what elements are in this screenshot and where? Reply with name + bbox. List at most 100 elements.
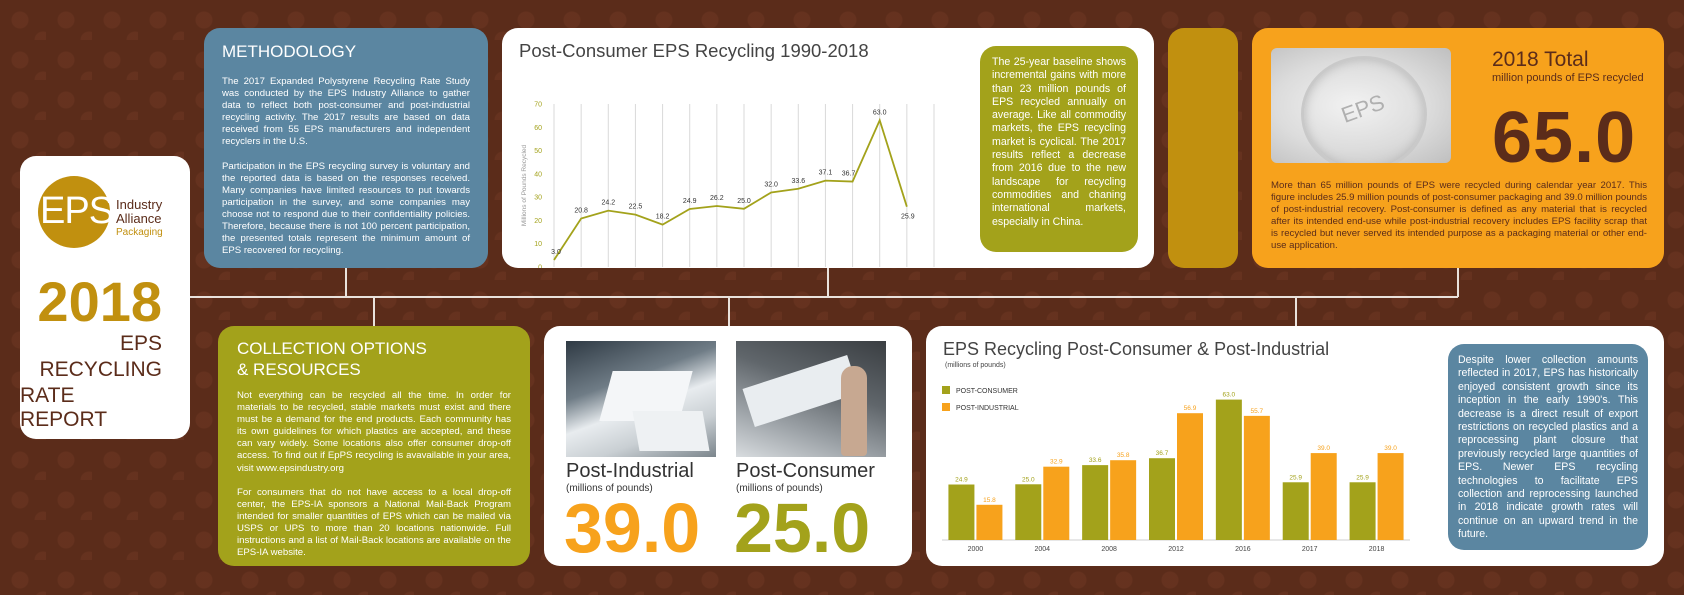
data-label: 24.9 (955, 477, 968, 484)
bar (1310, 453, 1337, 540)
connector-methodology (345, 268, 347, 297)
y-tick-label: 60 (534, 125, 542, 132)
line-chart-callout: The 25-year baseline shows incremental g… (980, 46, 1138, 252)
data-label: 24.9 (683, 198, 697, 205)
bar (976, 504, 1003, 540)
data-label: 36.7 (842, 171, 856, 178)
data-label: 37.1 (819, 170, 833, 177)
legend-swatch (942, 386, 950, 394)
post-industrial-label: Post-Industrial (566, 460, 694, 482)
data-label: 39.0 (1384, 445, 1397, 452)
data-label: 56.9 (1184, 405, 1197, 412)
collection-title-line2: & RESOURCES (237, 360, 361, 379)
connector-total (1457, 268, 1459, 297)
data-label: 25.9 (901, 214, 915, 221)
connector-linechart (827, 268, 829, 297)
line-chart-title: Post-Consumer EPS Recycling 1990-2018 (519, 40, 869, 61)
post-consumer-photo (736, 341, 886, 457)
data-label: 32.0 (764, 181, 778, 188)
line-chart: 1990199219941996199820002002200420062008… (521, 102, 935, 269)
bar-chart-panel: EPS Recycling Post-Consumer & Post-Indus… (926, 326, 1664, 566)
total-body: More than 65 million pounds of EPS were … (1271, 180, 1647, 252)
methodology-title: METHODOLOGY (222, 42, 357, 61)
bar (1243, 415, 1270, 540)
connector-main (190, 296, 1458, 298)
y-tick-label: 0 (538, 265, 542, 269)
data-label: 3.0 (551, 249, 561, 256)
legend-label: POST-INDUSTRIAL (956, 405, 1019, 412)
data-label: 36.7 (1156, 450, 1169, 457)
x-tick-label: 2018 (1369, 546, 1385, 553)
foam-block (632, 411, 710, 451)
data-label: 33.6 (1089, 457, 1102, 464)
x-tick-label: 2000 (968, 546, 984, 553)
y-axis-label: Millions of Pounds Recycled (521, 144, 528, 226)
logo-alliance: Alliance (116, 211, 162, 226)
data-label: 24.2 (601, 200, 615, 207)
x-tick-label: 2016 (1235, 546, 1251, 553)
y-tick-label: 40 (534, 171, 542, 178)
methodology-panel: METHODOLOGY The 2017 Expanded Polystyren… (204, 28, 488, 268)
data-label: 15.8 (983, 497, 996, 504)
collection-paragraph-1: Not everything can be recycled all the t… (237, 390, 511, 474)
data-label: 32.9 (1050, 459, 1063, 466)
report-year: 2018 (37, 270, 162, 333)
post-industrial-unit: (millions of pounds) (566, 483, 653, 494)
logo-packaging: Packaging (116, 227, 163, 238)
connector-collection (373, 297, 375, 326)
methodology-paragraph-1: The 2017 Expanded Polystyrene Recycling … (222, 76, 470, 148)
logo-industry: Industry (116, 197, 163, 212)
y-tick-label: 50 (534, 148, 542, 155)
post-consumer-unit: (millions of pounds) (736, 483, 823, 494)
data-label: 25.9 (1289, 474, 1302, 481)
y-tick-label: 30 (534, 195, 542, 202)
eps-stamp-image: EPS (1271, 48, 1451, 163)
bar-chart-callout: Despite lower collection amounts reflect… (1448, 344, 1648, 550)
split-panel: Post-Industrial (millions of pounds) 39.… (544, 326, 912, 566)
bar (1043, 466, 1070, 540)
bar (1377, 453, 1404, 540)
total-value: 65.0 (1492, 98, 1637, 178)
report-title-line2: RECYCLING (39, 358, 162, 381)
data-label: 35.8 (1117, 452, 1130, 459)
person-figure (841, 366, 867, 456)
data-label: 25.9 (1356, 474, 1369, 481)
legend-label: POST-CONSUMER (956, 388, 1018, 395)
total-panel: EPS 2018 Total million pounds of EPS rec… (1252, 28, 1664, 268)
bar (1015, 484, 1042, 540)
data-label: 63.0 (1223, 392, 1236, 399)
data-label: 39.0 (1317, 445, 1330, 452)
bar (948, 484, 975, 540)
y-tick-label: 20 (534, 218, 542, 225)
bar (1282, 482, 1309, 540)
data-label: 20.8 (574, 208, 588, 215)
report-title-line1: EPS (119, 332, 162, 355)
series-line (553, 117, 908, 261)
data-label: 18.2 (656, 214, 670, 221)
bar (1349, 482, 1376, 540)
collection-paragraph-2: For consumers that do not have access to… (237, 486, 511, 559)
title-card: EPS Industry Alliance Packaging 2018 EPS… (20, 156, 190, 439)
x-tick-label: 2012 (1168, 546, 1184, 553)
bar-chart: POST-CONSUMER POST-INDUSTRIAL 24.9 15.8 2000… (942, 386, 1410, 553)
x-tick-label: 2008 (1101, 546, 1117, 553)
total-title: 2018 Total (1492, 48, 1589, 71)
post-consumer-label: Post-Consumer (736, 460, 875, 482)
bar (1082, 465, 1109, 540)
line-chart-panel: Post-Consumer EPS Recycling 1990-2018 19… (502, 28, 1154, 268)
y-tick-label: 70 (534, 102, 542, 109)
x-tick-label: 2017 (1302, 546, 1318, 553)
data-label: 25.0 (737, 198, 751, 205)
collection-title-line1: COLLECTION OPTIONS (237, 339, 427, 358)
logo-circle (38, 176, 110, 248)
collection-panel: COLLECTION OPTIONS & RESOURCES Not every… (218, 326, 530, 566)
connector-split (728, 297, 730, 326)
bar (1177, 413, 1203, 540)
data-label: 55.7 (1251, 408, 1264, 415)
methodology-paragraph-2: Participation in the EPS recycling surve… (222, 160, 470, 257)
logo-letters: EPS (40, 190, 114, 232)
gold-accent-panel (1168, 28, 1238, 268)
logo: EPS Industry Alliance Packaging (38, 176, 178, 250)
line-chart-callout-text: The 25-year baseline shows incremental g… (992, 56, 1126, 228)
